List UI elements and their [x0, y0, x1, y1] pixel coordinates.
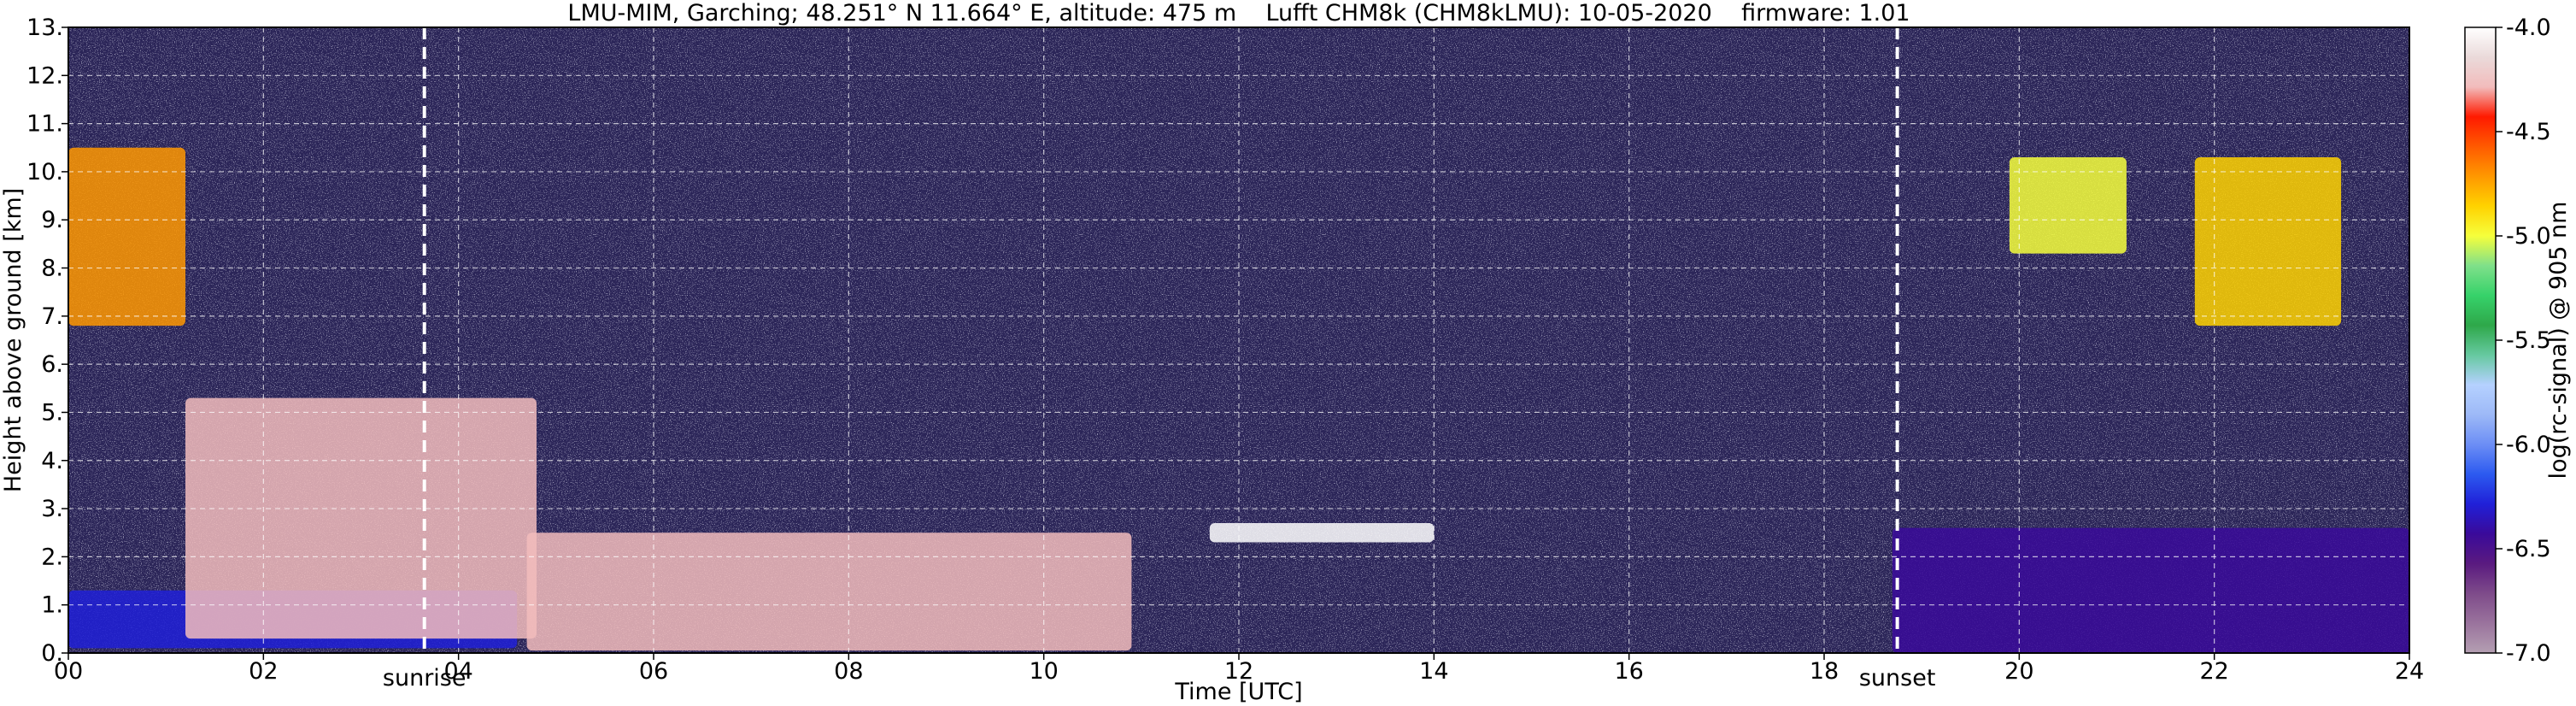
colorbar-tick-label: -6.0: [2506, 432, 2551, 458]
colorbar-tick-label: -7.0: [2506, 640, 2551, 667]
sun-annotations: sunrise sunset: [383, 665, 1935, 691]
annotation-label: sunrise: [383, 665, 466, 691]
y-tick-label: 4.: [41, 448, 63, 474]
y-tick-label: 9.: [41, 207, 63, 233]
signal-feature: [68, 147, 185, 327]
colorbar-tick-label: -6.5: [2506, 536, 2551, 562]
y-tick-label: 11.: [26, 111, 63, 138]
x-tick-label: 20: [2004, 658, 2033, 685]
y-tick-label: 3.: [41, 496, 63, 522]
colorbar-tick-label: -5.0: [2506, 223, 2551, 250]
signal-feature: [2009, 157, 2127, 254]
x-tick-label: 24: [2395, 658, 2424, 685]
x-axis-label: Time [UTC]: [1174, 679, 1302, 705]
x-axis: 00 02 04 06 08 10 12 14 16 18 20 22 24: [54, 653, 2424, 685]
y-tick-label: 12.: [26, 62, 63, 89]
colorbar-tick-label: -4.0: [2506, 15, 2551, 41]
x-tick-label: 16: [1614, 658, 1643, 685]
x-tick-label: 22: [2199, 658, 2228, 685]
y-tick-label: 5.: [41, 399, 63, 426]
colorbar-tick-label: -5.5: [2506, 327, 2551, 354]
x-tick-label: 06: [639, 658, 668, 685]
x-tick-label: 02: [249, 658, 278, 685]
x-tick-label: 10: [1029, 658, 1058, 685]
colorbar-tick-label: -4.5: [2506, 119, 2551, 145]
y-tick-label: 0.: [41, 640, 63, 667]
x-tick-label: 14: [1419, 658, 1448, 685]
chart-title: LMU-MIM, Garching; 48.251° N 11.664° E, …: [567, 0, 1910, 26]
annotation-label: sunset: [1859, 665, 1936, 691]
y-tick-label: 8.: [41, 256, 63, 282]
colorbar-label: log(rc-signal) @ 905 nm: [2545, 202, 2572, 479]
x-tick-label: 08: [834, 658, 863, 685]
y-tick-label: 10.: [26, 159, 63, 185]
y-tick-label: 2.: [41, 544, 63, 570]
y-axis: 0. 1. 2. 3. 4. 5. 6. 7. 8. 9. 10. 11. 12. 13.: [26, 15, 68, 667]
y-axis-label: Height above ground [km]: [0, 188, 26, 492]
plot-area: [68, 27, 2409, 653]
x-tick-label: 00: [54, 658, 83, 685]
x-tick-label: 18: [1810, 658, 1839, 685]
x-tick-label: 12: [1224, 658, 1253, 685]
y-tick-label: 1.: [41, 592, 63, 619]
y-tick-label: 13.: [26, 15, 63, 41]
signal-feature: [526, 532, 1132, 651]
colorbar-gradient: [2464, 26, 2497, 654]
x-tick-label: 04: [443, 658, 472, 685]
signal-feature: [1892, 527, 2409, 653]
signal-feature: [185, 397, 537, 639]
colorbar: -4.0 -4.5 -5.0 -5.5 -6.0 -6.5 -7.0 log(rc-sign…: [2464, 15, 2572, 667]
signal-feature: [1209, 522, 1435, 543]
y-tick-label: 7.: [41, 303, 63, 330]
y-tick-label: 6.: [41, 351, 63, 378]
signal-feature: [2194, 157, 2342, 327]
